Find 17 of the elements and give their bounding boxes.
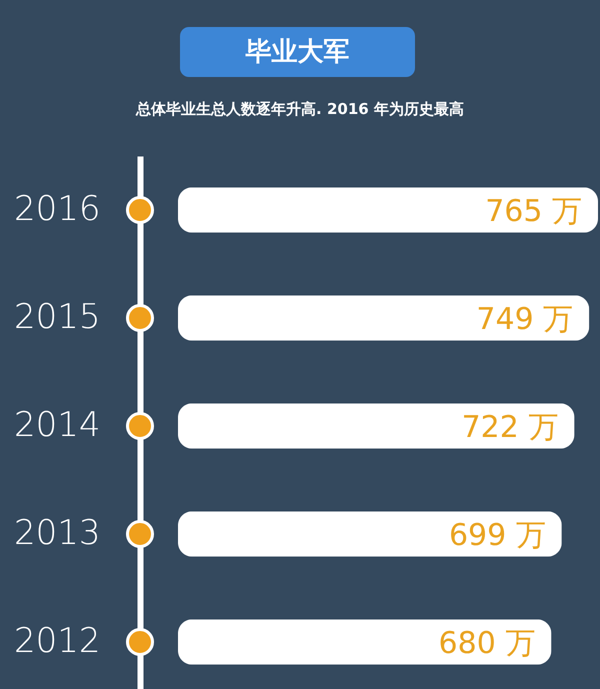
data-label: 749 万 [476,302,574,337]
data-label: 680 万 [438,626,536,661]
bar [178,187,598,233]
y-tick-label: 2013 [14,513,100,553]
y-tick-label: 2014 [14,405,100,445]
chart-title: 毕业大军 [180,27,415,77]
data-label: 699 万 [448,518,546,553]
data-label: 765 万 [485,194,582,229]
bar [178,295,590,341]
y-tick-label: 2015 [14,297,100,337]
y-tick-label: 2012 [14,621,100,661]
bar [178,403,574,449]
chart-subtitle: 总体毕业生总人数逐年升高. 2016 年为历史最高 [134,100,465,119]
data-label: 722 万 [462,410,558,445]
y-tick-label: 2016 [14,189,100,229]
bar [178,619,552,665]
bar [178,511,562,557]
